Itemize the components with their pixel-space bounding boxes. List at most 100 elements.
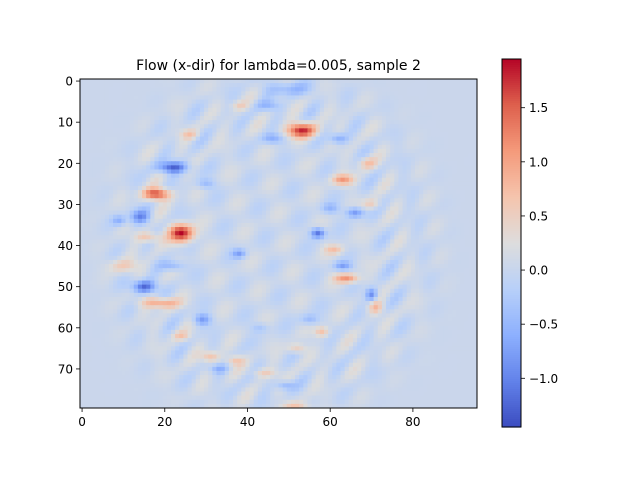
heatmap-cell xyxy=(307,87,313,92)
heatmap-cell xyxy=(162,268,168,273)
heatmap-cell xyxy=(121,148,127,154)
heatmap-cell xyxy=(315,231,321,236)
heatmap-cell xyxy=(150,214,156,220)
heatmap-cell xyxy=(468,202,474,208)
heatmap-cell xyxy=(113,132,118,138)
heatmap-cell xyxy=(179,181,184,187)
heatmap-cell xyxy=(142,255,147,261)
heatmap-cell xyxy=(357,259,362,265)
heatmap-cell xyxy=(117,243,122,249)
heatmap-cell xyxy=(195,83,201,88)
heatmap-cell xyxy=(113,148,118,154)
heatmap-cell xyxy=(228,280,234,286)
heatmap-cell xyxy=(315,83,321,88)
heatmap-cell xyxy=(199,153,205,158)
heatmap-cell xyxy=(220,177,226,183)
heatmap-cell xyxy=(108,235,114,240)
heatmap-cell xyxy=(328,259,333,265)
heatmap-cell xyxy=(361,87,366,92)
heatmap-cell xyxy=(170,161,176,166)
heatmap-cell xyxy=(361,161,366,166)
heatmap-cell xyxy=(365,157,371,162)
heatmap-cell xyxy=(357,268,362,273)
heatmap-cell xyxy=(311,259,317,265)
heatmap-cell xyxy=(398,206,404,212)
heatmap-cell xyxy=(299,99,304,105)
heatmap-cell xyxy=(142,185,147,191)
heatmap-cell xyxy=(423,153,428,158)
heatmap-cell xyxy=(278,157,284,162)
heatmap-cell xyxy=(187,161,193,166)
heatmap-cell xyxy=(390,247,395,253)
heatmap-cell xyxy=(406,227,412,232)
heatmap-cell xyxy=(154,95,160,101)
heatmap-cell xyxy=(373,251,379,257)
heatmap-cell xyxy=(323,128,329,134)
heatmap-cell xyxy=(423,177,428,183)
heatmap-cell xyxy=(150,288,156,294)
heatmap-cell xyxy=(468,140,474,146)
heatmap-cell xyxy=(113,181,118,187)
heatmap-cell xyxy=(414,222,420,228)
heatmap-cell xyxy=(282,198,288,203)
heatmap-cell xyxy=(245,255,251,261)
heatmap-cell xyxy=(377,276,383,282)
heatmap-cell xyxy=(84,255,89,261)
heatmap-cell xyxy=(332,284,337,290)
heatmap-cell xyxy=(237,136,242,142)
heatmap-cell xyxy=(365,264,371,269)
heatmap-cell xyxy=(108,214,114,220)
heatmap-cell xyxy=(410,202,416,208)
heatmap-cell xyxy=(125,235,131,240)
heatmap-cell xyxy=(456,116,462,121)
heatmap-cell xyxy=(299,251,304,257)
heatmap-cell xyxy=(216,136,222,142)
heatmap-cell xyxy=(88,231,94,236)
heatmap-cell xyxy=(125,247,131,253)
heatmap-cell xyxy=(448,231,453,236)
heatmap-cell xyxy=(336,140,342,146)
heatmap-cell xyxy=(340,202,346,208)
heatmap-cell xyxy=(162,218,168,224)
heatmap-cell xyxy=(117,83,122,88)
heatmap-cell xyxy=(249,214,255,220)
heatmap-cell xyxy=(332,198,337,203)
heatmap-cell xyxy=(295,264,300,269)
heatmap-cell xyxy=(340,194,346,199)
heatmap-cell xyxy=(419,214,424,220)
heatmap-cell xyxy=(266,173,271,179)
heatmap-cell xyxy=(274,128,280,134)
heatmap-cell xyxy=(468,251,474,257)
heatmap-cell xyxy=(261,239,267,245)
heatmap-cell xyxy=(80,87,85,92)
heatmap-cell xyxy=(237,214,242,220)
heatmap-cell xyxy=(80,231,85,236)
heatmap-cell xyxy=(365,251,371,257)
heatmap-cell xyxy=(402,140,408,146)
heatmap-cell xyxy=(179,247,184,253)
heatmap-cell xyxy=(142,144,147,150)
heatmap-cell xyxy=(125,268,131,273)
heatmap-cell xyxy=(108,107,114,113)
heatmap-cell xyxy=(282,268,288,273)
heatmap-cell xyxy=(390,173,395,179)
heatmap-cell xyxy=(295,136,300,142)
heatmap-cell xyxy=(419,239,424,245)
heatmap-cell xyxy=(377,111,383,117)
heatmap-cell xyxy=(96,83,102,88)
heatmap-cell xyxy=(208,181,213,187)
heatmap-cell xyxy=(113,144,118,150)
heatmap-cell xyxy=(170,280,176,286)
heatmap-cell xyxy=(336,190,342,195)
heatmap-cell xyxy=(104,165,110,171)
heatmap-cell xyxy=(464,288,470,294)
heatmap-cell xyxy=(336,132,342,138)
heatmap-cell xyxy=(125,169,131,175)
heatmap-cell xyxy=(406,124,412,129)
heatmap-cell xyxy=(319,288,325,294)
heatmap-cell xyxy=(204,99,209,105)
heatmap-cell xyxy=(133,177,139,183)
heatmap-cell xyxy=(414,264,420,269)
heatmap-cell xyxy=(117,235,122,240)
heatmap-cell xyxy=(212,165,218,171)
